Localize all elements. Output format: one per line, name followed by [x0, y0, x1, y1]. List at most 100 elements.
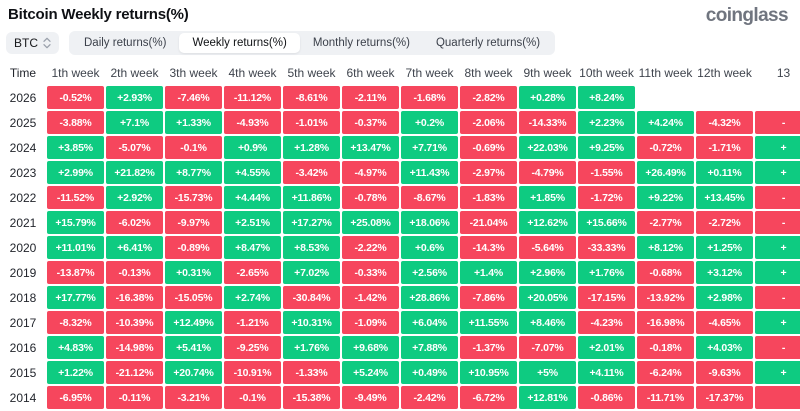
- return-cell: +28.86%: [401, 286, 458, 309]
- return-cell: +1.76%: [578, 261, 635, 284]
- row-year-label: 2026: [9, 90, 37, 105]
- column-header: 7th week: [405, 66, 454, 80]
- return-cell: -0.86%: [578, 386, 635, 409]
- return-cell: +2.99%: [47, 161, 104, 184]
- return-cell: -0.11%: [106, 386, 163, 409]
- return-cell: +8.53%: [283, 236, 340, 259]
- return-cell: -1.42%: [342, 286, 399, 309]
- return-cell: -16.38%: [106, 286, 163, 309]
- return-cell: -13.92%: [637, 286, 694, 309]
- table-row: 2015 +1.22% -21.12% +20.74% -10.91% -1.33% +5.…: [0, 360, 800, 385]
- tab-quarterly-returns[interactable]: Quarterly returns(%): [423, 33, 553, 53]
- return-cell: -1.68%: [401, 86, 458, 109]
- return-cell: +11.43%: [401, 161, 458, 184]
- return-cell: -2.42%: [401, 386, 458, 409]
- table-row: 2016 +4.83% -14.98% +5.41% -9.25% +1.76% +9.68…: [0, 335, 800, 360]
- return-cell: -2.82%: [460, 86, 517, 109]
- return-cell: -8.61%: [283, 86, 340, 109]
- return-cell-partial: -: [755, 211, 800, 234]
- return-cell: +4.03%: [696, 336, 753, 359]
- return-cell: +4.55%: [224, 161, 281, 184]
- return-cell: +1.25%: [696, 236, 753, 259]
- return-cell: -0.78%: [342, 186, 399, 209]
- return-cell: -1.21%: [224, 311, 281, 334]
- return-cell: +1.28%: [283, 136, 340, 159]
- tab-monthly-returns[interactable]: Monthly returns(%): [300, 33, 423, 53]
- column-header: 5th week: [287, 66, 336, 80]
- tab-daily-returns[interactable]: Daily returns(%): [71, 33, 179, 53]
- return-cell: -0.33%: [342, 261, 399, 284]
- return-cell: -0.89%: [165, 236, 222, 259]
- return-cell: +8.24%: [578, 86, 635, 109]
- column-header: 13: [776, 66, 791, 80]
- top-bar: Bitcoin Weekly returns(%) coinglass: [0, 0, 800, 28]
- return-cell-partial: -: [755, 186, 800, 209]
- return-cell: +8.77%: [165, 161, 222, 184]
- return-cell: -2.65%: [224, 261, 281, 284]
- return-cell: -3.21%: [165, 386, 222, 409]
- return-cell: -7.07%: [519, 336, 576, 359]
- coin-selector-label: BTC: [14, 36, 38, 50]
- column-header: 10th week: [579, 66, 634, 80]
- return-cell-partial: +: [755, 311, 800, 334]
- column-header: 3th week: [169, 66, 218, 80]
- return-cell: +26.49%: [637, 161, 694, 184]
- return-cell: +15.79%: [47, 211, 104, 234]
- empty-cell: [637, 86, 694, 109]
- return-cell: +8.46%: [519, 311, 576, 334]
- return-cell: +7.02%: [283, 261, 340, 284]
- page-title: Bitcoin Weekly returns(%): [8, 6, 189, 23]
- return-cell: +20.05%: [519, 286, 576, 309]
- return-cell: +1.22%: [47, 361, 104, 384]
- return-cell-partial: +: [755, 261, 800, 284]
- return-cell: -30.84%: [283, 286, 340, 309]
- coin-selector[interactable]: BTC: [6, 32, 59, 54]
- return-cell: -0.37%: [342, 111, 399, 134]
- return-cell: +21.82%: [106, 161, 163, 184]
- column-header: 8th week: [464, 66, 513, 80]
- return-cell: -13.87%: [47, 261, 104, 284]
- return-cell: +20.74%: [165, 361, 222, 384]
- return-cell: +6.04%: [401, 311, 458, 334]
- return-cell: -6.72%: [460, 386, 517, 409]
- return-cell: -0.1%: [224, 386, 281, 409]
- return-cell: +1.4%: [460, 261, 517, 284]
- return-cell: -0.72%: [637, 136, 694, 159]
- return-cell: -2.97%: [460, 161, 517, 184]
- table-row: 2026 -0.52% +2.93% -7.46% -11.12% -8.61% -2.11…: [0, 85, 800, 110]
- return-cell: -4.97%: [342, 161, 399, 184]
- return-cell: +2.51%: [224, 211, 281, 234]
- table-header-row: Time 1th week 2th week 3th week 4th week 5th …: [0, 61, 800, 85]
- return-cell: -1.55%: [578, 161, 635, 184]
- return-cell: +2.74%: [224, 286, 281, 309]
- row-year-label: 2018: [9, 290, 37, 305]
- time-column-header: Time: [9, 66, 37, 80]
- return-cell: -33.33%: [578, 236, 635, 259]
- return-cell: +4.44%: [224, 186, 281, 209]
- return-cell: +17.27%: [283, 211, 340, 234]
- tab-weekly-returns[interactable]: Weekly returns(%): [179, 33, 300, 53]
- return-cell: -3.88%: [47, 111, 104, 134]
- table-row: 2024 +3.85% -5.07% -0.1% +0.9% +1.28% +13.47% +…: [0, 135, 800, 160]
- column-header: 12th week: [697, 66, 752, 80]
- empty-cell: [696, 86, 753, 109]
- return-cell: -14.3%: [460, 236, 517, 259]
- return-cell: -0.18%: [637, 336, 694, 359]
- return-cell: -9.97%: [165, 211, 222, 234]
- return-cell: -5.64%: [519, 236, 576, 259]
- return-cell: -21.12%: [106, 361, 163, 384]
- return-cell: -2.11%: [342, 86, 399, 109]
- return-cell: +0.9%: [224, 136, 281, 159]
- return-cell: +9.22%: [637, 186, 694, 209]
- column-header: 2th week: [110, 66, 159, 80]
- return-cell: -10.91%: [224, 361, 281, 384]
- return-cell: +2.98%: [696, 286, 753, 309]
- return-cell: -17.37%: [696, 386, 753, 409]
- return-cell: +9.68%: [342, 336, 399, 359]
- return-cell: -6.24%: [637, 361, 694, 384]
- return-cell: -0.68%: [637, 261, 694, 284]
- return-cell-partial: -: [755, 111, 800, 134]
- table-row: 2018 +17.77% -16.38% -15.05% +2.74% -30.84% -1…: [0, 285, 800, 310]
- return-cell: +2.56%: [401, 261, 458, 284]
- return-cell: -4.93%: [224, 111, 281, 134]
